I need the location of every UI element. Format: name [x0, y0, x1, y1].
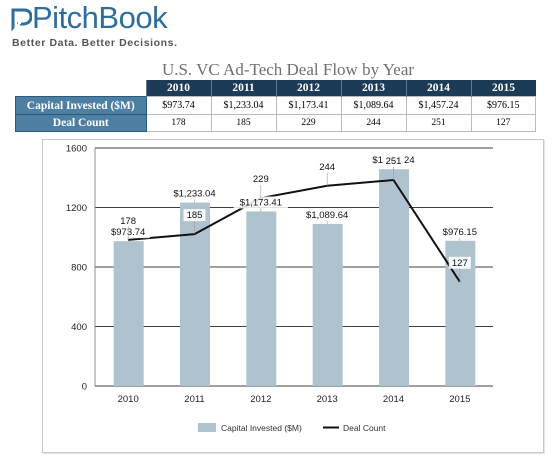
row-label-deal-count: Deal Count — [15, 114, 147, 132]
chart-panel: 0 400 800 1200 1600 2010 2011 2012 2013 2014 2015 $… — [42, 139, 544, 453]
line-label-bg — [183, 209, 206, 222]
x-tick-label: 2014 — [383, 394, 404, 405]
y-tick-label: 1200 — [66, 203, 87, 214]
bar — [113, 241, 144, 386]
line-data-label: 185 — [187, 210, 203, 221]
pitchbook-logo-icon — [11, 8, 32, 34]
table-header-row: 2010 2011 2012 2013 2014 2015 — [15, 80, 536, 97]
bar — [379, 169, 409, 386]
bar-data-label: $1,089.64 — [306, 210, 348, 221]
bar-data-label: $1,173.41 — [240, 197, 282, 208]
x-tick-label: 2015 — [449, 394, 470, 405]
table-header-year: 2011 — [210, 80, 276, 97]
logo-tagline: Better Data. Better Decisions. — [12, 37, 178, 49]
line-label-bg — [249, 173, 272, 186]
legend-label: Deal Count — [343, 423, 386, 433]
line-label-bg — [316, 160, 339, 173]
bar — [246, 211, 277, 386]
legend-label: Capital Invested ($M) — [221, 423, 302, 433]
line-data-label: 251 — [386, 156, 402, 167]
table-cell: 229 — [275, 114, 342, 132]
table-header-year: 2015 — [470, 80, 536, 97]
table-cell: $973.74 — [145, 96, 212, 115]
table-cell: 178 — [145, 114, 212, 132]
bar — [312, 223, 343, 386]
logo-wordmark: PitchBook — [32, 0, 168, 35]
y-tick-label: 400 — [71, 322, 87, 333]
row-label-capital: Capital Invested ($M) — [15, 96, 147, 115]
table-header-year: 2010 — [145, 80, 211, 97]
line-data-label: 229 — [253, 174, 269, 185]
line-label-bg — [448, 256, 471, 269]
bar-label-bg — [438, 225, 482, 238]
pitchbook-logo: PitchBook Better Data. Better Decisions. — [0, 0, 200, 52]
x-tick-label: 2012 — [250, 394, 271, 405]
summary-table: 2010 2011 2012 2013 2014 2015 Capital In… — [15, 80, 536, 132]
line-label-bg — [382, 155, 405, 168]
bar — [180, 202, 210, 386]
x-tick-label: 2011 — [184, 394, 204, 405]
table-header-year: 2014 — [405, 80, 471, 97]
page-title: U.S. VC Ad-Tech Deal Flow by Year — [161, 60, 415, 79]
x-tick-label: 2013 — [317, 394, 338, 405]
deal-count-line — [128, 178, 461, 283]
bar-label-bg — [299, 208, 355, 221]
table-cell: $976.15 — [470, 96, 536, 115]
deal-flow-chart: 0 400 800 1200 1600 2010 2011 2012 2013 2014 2015 $… — [66, 144, 493, 433]
y-tick-label: 1600 — [66, 144, 87, 155]
table-cell: 244 — [340, 114, 407, 132]
y-tick-label: 0 — [82, 382, 87, 393]
bar-data-label: $976.15 — [443, 227, 477, 238]
table-row-capital: Capital Invested ($M) $973.74 $1,233.04 … — [15, 96, 536, 115]
x-tick-label: 2010 — [118, 394, 139, 405]
table-header-year: 2013 — [340, 80, 406, 97]
bar-data-label: $1,233.04 — [173, 189, 215, 200]
table-cell: 251 — [405, 114, 472, 132]
table-cell: $1,457.24 — [405, 96, 472, 115]
bar-label-bg — [167, 187, 222, 200]
line-label-bg — [117, 214, 140, 227]
table-cell: $1,089.64 — [340, 96, 407, 115]
legend-swatch-bar — [198, 423, 216, 432]
line-data-label: 178 — [120, 216, 136, 227]
bar-label-bg — [233, 196, 289, 209]
table-header-year: 2012 — [275, 80, 341, 97]
line-data-label: 127 — [452, 258, 468, 269]
y-tick-label: 800 — [71, 263, 87, 274]
table-cell: 185 — [210, 114, 277, 132]
table-row-deal-count: Deal Count 178 185 229 244 251 127 — [15, 114, 536, 132]
table-cell: 127 — [470, 114, 536, 132]
table-corner — [15, 80, 146, 97]
line-data-label: 244 — [319, 162, 335, 173]
table-cell: $1,233.04 — [210, 96, 277, 115]
table-cell: $1,173.41 — [275, 96, 342, 115]
